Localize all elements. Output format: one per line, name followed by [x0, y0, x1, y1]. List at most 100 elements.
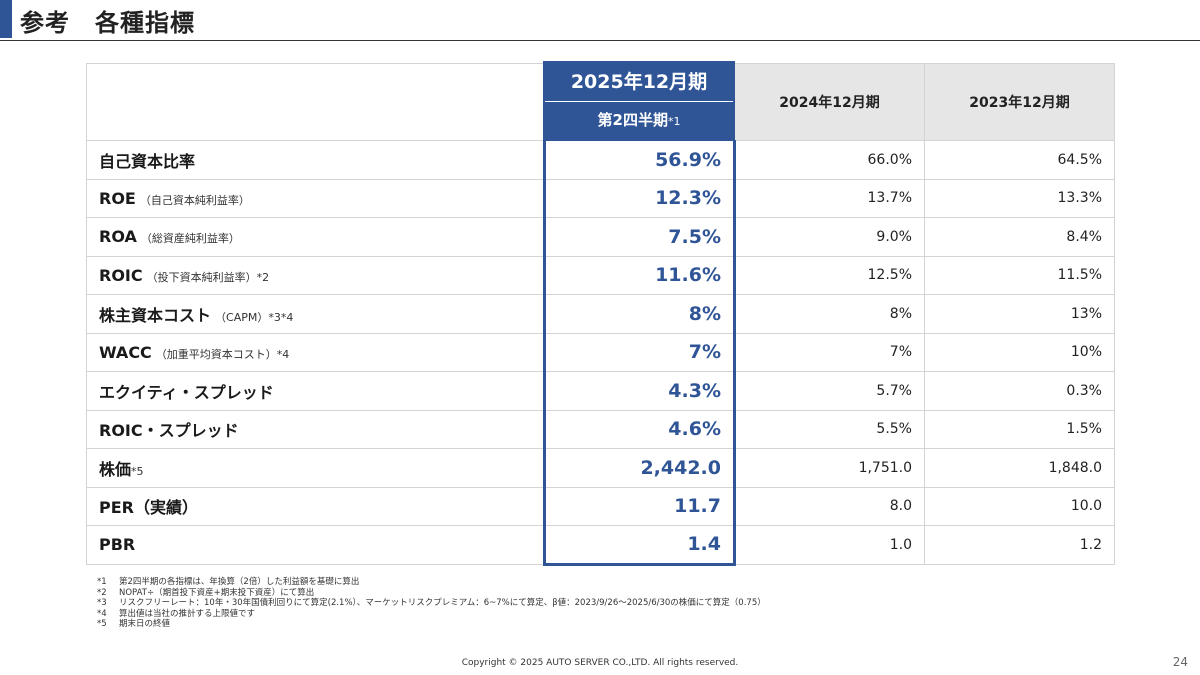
footnotes: *1 第2四半期の各指標は、年換算（2倍）した利益額を基礎に算出 *2 NOPAT÷（… [97, 577, 766, 630]
title-divider [0, 40, 1200, 41]
metric-note: （加重平均資本コスト）*4 [155, 347, 290, 361]
prev2-value: 10% [924, 332, 1115, 372]
copyright: Copyright © 2025 AUTO SERVER CO.,LTD. Al… [461, 658, 739, 668]
table-row: ROE （自己資本純利益率） 12.3% 13.7% 13.3% [86, 178, 1115, 218]
current-header-separator [545, 101, 733, 102]
current-value: 7% [543, 332, 736, 372]
prev2-value: 1,848.0 [924, 448, 1115, 488]
prev1-value: 13.7% [734, 178, 925, 218]
footnote-number: *1 [97, 577, 107, 587]
prev1-value: 5.7% [734, 371, 925, 411]
footnote-text: 第2四半期の各指標は、年換算（2倍）した利益額を基礎に算出 [119, 577, 360, 587]
metrics-table: 2024年12月期 2023年12月期 自己資本比率 56.9% 66.0% 64.5… [86, 63, 1115, 566]
current-value: 1.4 [543, 525, 736, 566]
footnote-text: NOPAT÷（期首投下資産+期末投下資産）にて算出 [119, 587, 315, 598]
current-subperiod-label: 第2四半期 [597, 111, 668, 129]
header-prev2: 2023年12月期 [924, 63, 1115, 141]
table-row: エクイティ・スプレッド 4.3% 5.7% 0.3% [86, 371, 1115, 411]
metric-name: ROIC [99, 265, 143, 285]
current-value: 4.6% [543, 409, 736, 449]
footnote-text: 期末日の終値 [119, 619, 171, 630]
metric-name: 自己資本比率 [99, 151, 196, 171]
prev1-value: 7% [734, 332, 925, 372]
row-label: ROA （総資産純利益率） [86, 217, 545, 257]
table-row: 自己資本比率 56.9% 66.0% 64.5% [86, 140, 1115, 180]
current-value: 12.3% [543, 178, 736, 218]
current-value: 7.5% [543, 217, 736, 257]
current-subperiod-note: *1 [667, 115, 681, 128]
prev1-value: 1,751.0 [734, 448, 925, 488]
table-row: ROIC・スプレッド 4.6% 5.5% 1.5% [86, 409, 1115, 449]
prev2-value: 13% [924, 294, 1115, 334]
table-row: WACC （加重平均資本コスト）*4 7% 7% 10% [86, 332, 1115, 372]
prev2-value: 1.2 [924, 525, 1115, 565]
table-row: 株価*5 2,442.0 1,751.0 1,848.0 [86, 448, 1115, 488]
metric-note: （CAPM）*3*4 [215, 310, 294, 324]
row-label: 株主資本コスト （CAPM）*3*4 [86, 294, 545, 334]
prev1-value: 8% [734, 294, 925, 334]
current-period-header: 2025年12月期 第2四半期*1 [543, 61, 735, 141]
current-value: 4.3% [543, 371, 736, 411]
prev1-value: 5.5% [734, 409, 925, 449]
row-label: PBR [86, 525, 545, 565]
row-label: 自己資本比率 [86, 140, 545, 180]
row-label: WACC （加重平均資本コスト）*4 [86, 332, 545, 372]
current-value: 11.7 [543, 486, 736, 526]
title-accent-bar [0, 0, 12, 38]
prev2-value: 8.4% [924, 217, 1115, 257]
header-prev1: 2024年12月期 [734, 63, 925, 141]
row-label: ROE （自己資本純利益率） [86, 178, 545, 218]
current-value: 2,442.0 [543, 448, 736, 488]
footnote-number: *2 [97, 587, 107, 598]
table-row: PBR 1.4 1.0 1.2 [86, 525, 1115, 566]
metric-note: *5 [131, 464, 144, 478]
row-label: ROIC （投下資本純利益率）*2 [86, 255, 545, 295]
current-period-label: 2025年12月期 [570, 71, 708, 93]
footnote-number: *4 [97, 608, 107, 619]
prev2-value: 0.3% [924, 371, 1115, 411]
prev2-value: 10.0 [924, 486, 1115, 526]
footnote: *2 NOPAT÷（期首投下資産+期末投下資産）にて算出 [97, 588, 766, 599]
prev2-value: 13.3% [924, 178, 1115, 218]
title-bar: 参考 各種指標 [0, 0, 1200, 41]
prev1-value: 8.0 [734, 486, 925, 526]
prev1-value: 9.0% [734, 217, 925, 257]
footnote: *3 リスクフリーレート：10年・30年国債利回りにて算定(2.1%）、マーケット… [97, 598, 766, 609]
metric-name: ROIC・スプレッド [99, 421, 239, 441]
footnote-number: *3 [97, 598, 107, 609]
metric-name: ROA [99, 227, 137, 247]
metric-name: 株価 [99, 459, 132, 479]
metric-name: PER（実績） [99, 498, 198, 518]
row-label: PER（実績） [86, 486, 545, 526]
footnote-text: 算出値は当社の推計する上限値です [119, 608, 256, 619]
prev1-value: 1.0 [734, 525, 925, 565]
metric-name: ROE [99, 188, 136, 208]
prev1-value: 12.5% [734, 255, 925, 295]
metric-note: （投下資本純利益率）*2 [146, 270, 270, 284]
page-number: 24 [1172, 655, 1188, 669]
current-value: 8% [543, 294, 736, 334]
table-row: PER（実績） 11.7 8.0 10.0 [86, 486, 1115, 526]
prev2-value: 11.5% [924, 255, 1115, 295]
table-row: 株主資本コスト （CAPM）*3*4 8% 8% 13% [86, 294, 1115, 334]
table-row: ROIC （投下資本純利益率）*2 11.6% 12.5% 11.5% [86, 255, 1115, 295]
table-header-row: 2024年12月期 2023年12月期 [86, 63, 1115, 141]
prev2-value: 64.5% [924, 140, 1115, 180]
page-title: 参考 各種指標 [20, 9, 195, 37]
footnote: *4 算出値は当社の推計する上限値です [97, 609, 766, 620]
header-blank-cell [86, 63, 545, 141]
current-value: 11.6% [543, 255, 736, 295]
footnote-number: *5 [97, 619, 107, 630]
row-label: 株価*5 [86, 448, 545, 488]
metric-name: WACC [99, 342, 152, 362]
metric-name: 株主資本コスト [99, 305, 212, 325]
current-value: 56.9% [543, 140, 736, 180]
metric-name: エクイティ・スプレッド [99, 382, 274, 402]
metric-note: （自己資本純利益率） [139, 193, 250, 207]
footnote: *5 期末日の終値 [97, 619, 766, 630]
row-label: エクイティ・スプレッド [86, 371, 545, 411]
row-label: ROIC・スプレッド [86, 409, 545, 449]
footnote-text: リスクフリーレート：10年・30年国債利回りにて算定(2.1%）、マーケットリス… [119, 598, 766, 609]
table-row: ROA （総資産純利益率） 7.5% 9.0% 8.4% [86, 217, 1115, 257]
prev1-value: 66.0% [734, 140, 925, 180]
